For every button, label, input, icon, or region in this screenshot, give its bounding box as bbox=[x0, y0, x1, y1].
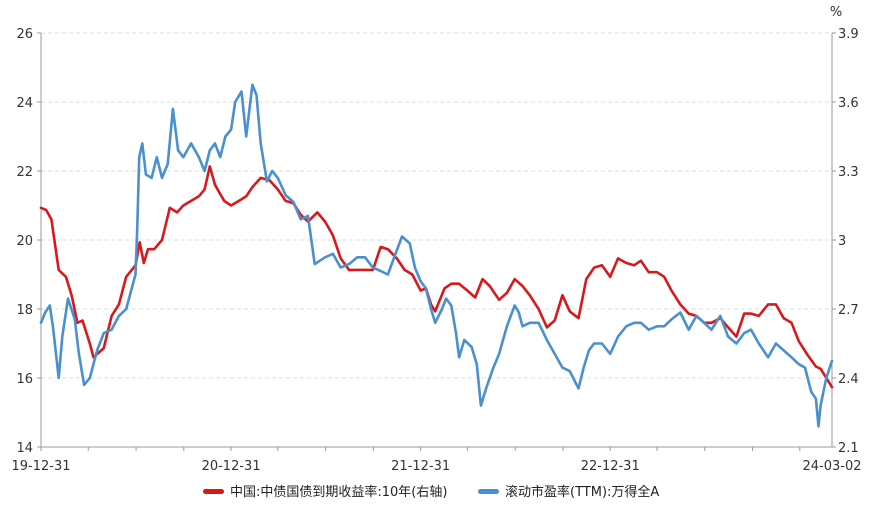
right-tick-label: 2.1 bbox=[838, 441, 859, 456]
left-tick-label: 14 bbox=[16, 441, 33, 456]
legend-label-yield: 中国:中债国债到期收益率:10年(右轴) bbox=[230, 484, 447, 500]
x-tick-label: 21-12-31 bbox=[391, 459, 450, 474]
legend-swatch-pe bbox=[478, 489, 499, 494]
right-axis-label: % bbox=[830, 5, 842, 20]
x-tick-label: 20-12-31 bbox=[202, 459, 261, 474]
series-lines bbox=[39, 83, 834, 428]
left-tick-label: 22 bbox=[16, 165, 33, 180]
legend: 中国:中债国债到期收益率:10年(右轴) 滚动市盈率(TTM):万得全A bbox=[203, 484, 659, 500]
x-tick-label: 19-12-31 bbox=[11, 459, 70, 474]
right-axis-ticks: 2.1 2.4 2.7 3 3.3 3.6 3.9 bbox=[832, 27, 859, 456]
series-line-yield bbox=[39, 165, 834, 389]
left-tick-label: 18 bbox=[16, 303, 33, 318]
legend-item-yield: 中国:中债国债到期收益率:10年(右轴) bbox=[203, 484, 447, 500]
left-tick-label: 26 bbox=[16, 27, 33, 42]
right-tick-label: 2.4 bbox=[838, 372, 859, 387]
right-tick-label: 3.3 bbox=[838, 165, 859, 180]
legend-swatch-yield bbox=[203, 489, 224, 494]
right-tick-label: 3 bbox=[838, 234, 846, 249]
left-tick-label: 16 bbox=[16, 372, 33, 387]
left-tick-label: 20 bbox=[16, 234, 33, 249]
legend-item-pe: 滚动市盈率(TTM):万得全A bbox=[478, 484, 659, 500]
x-tick-label: 22-12-31 bbox=[581, 459, 640, 474]
series-line-pe bbox=[39, 83, 834, 428]
right-tick-label: 3.9 bbox=[838, 27, 859, 42]
right-tick-label: 3.6 bbox=[838, 96, 859, 111]
right-tick-label: 2.7 bbox=[838, 303, 859, 318]
left-tick-label: 24 bbox=[16, 96, 33, 111]
legend-label-pe: 滚动市盈率(TTM):万得全A bbox=[505, 484, 659, 500]
x-axis-ticks: 19-12-31 20-12-31 21-12-31 22-12-31 24-03-02 bbox=[11, 447, 862, 474]
x-tick-label: 24-03-02 bbox=[802, 459, 861, 474]
left-axis-ticks: 14 16 18 20 22 24 26 bbox=[16, 27, 41, 456]
